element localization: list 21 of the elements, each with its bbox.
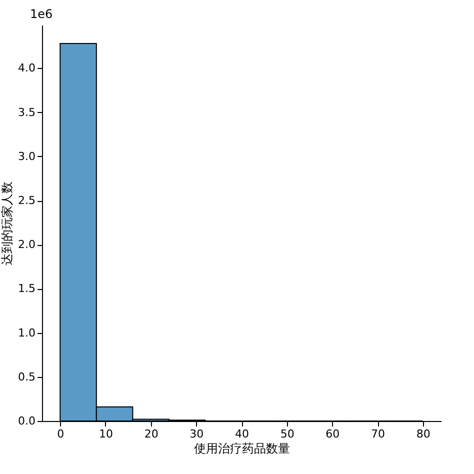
y-tick-label: 1.0 — [18, 326, 36, 340]
x-tick-label: 80 — [416, 428, 430, 440]
x-tick-label: 60 — [326, 428, 340, 440]
y-axis-title: 达到的玩家人数 — [0, 182, 14, 266]
x-tick-label: 70 — [371, 428, 386, 440]
y-tick-label: 3.0 — [18, 150, 36, 163]
x-tick-label: 40 — [235, 428, 249, 440]
y-tick-label: 2.0 — [18, 238, 36, 252]
x-tick-label: 30 — [190, 428, 204, 440]
y-tick-label: 2.5 — [18, 194, 36, 208]
x-tick-label: 10 — [98, 428, 113, 440]
x-axis-title: 使用治疗药品数量 — [194, 442, 290, 456]
y-tick-label: 4.0 — [18, 62, 36, 75]
x-tick-label: 50 — [280, 428, 294, 440]
text: 1e6 — [30, 7, 53, 21]
y-tick-label: 1.5 — [18, 282, 36, 296]
x-tick-label: 0 — [57, 428, 64, 440]
y-tick-label: 0.5 — [18, 370, 36, 384]
x-tick-label: 20 — [144, 428, 158, 440]
y-tick-label: 0.0 — [18, 414, 36, 428]
y-tick-label: 3.5 — [18, 106, 36, 119]
